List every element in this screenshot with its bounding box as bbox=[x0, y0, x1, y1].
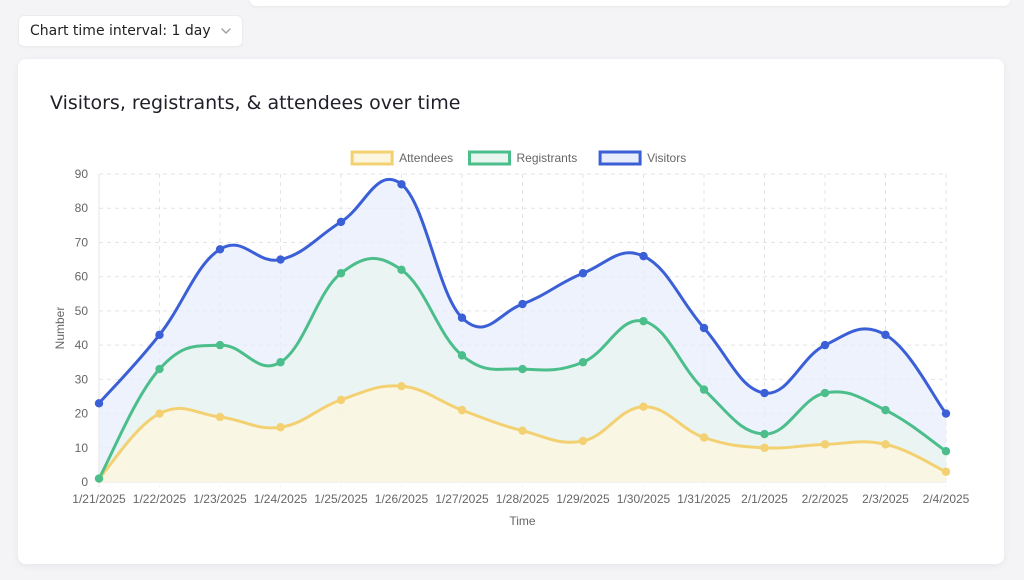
data-point-registrants bbox=[881, 405, 890, 415]
data-point-attendees bbox=[760, 443, 769, 452]
data-point-visitors bbox=[941, 409, 951, 418]
data-point-visitors bbox=[155, 330, 164, 340]
data-point-visitors bbox=[639, 251, 648, 261]
line-attendees bbox=[97, 384, 948, 481]
data-point-registrants bbox=[215, 340, 225, 350]
legend-swatch-registrants bbox=[468, 150, 511, 166]
y-tick-label: 40 bbox=[75, 338, 89, 352]
chevron-down-icon bbox=[221, 28, 231, 34]
y-axis-title: Number bbox=[53, 307, 67, 350]
data-point-registrants bbox=[518, 364, 527, 374]
data-point-attendees bbox=[457, 405, 467, 415]
data-point-registrants bbox=[276, 358, 285, 367]
y-tick-label: 10 bbox=[75, 441, 89, 455]
chart-title: Visitors, registrants, & attendees over … bbox=[50, 92, 461, 114]
data-point-attendees bbox=[215, 412, 225, 422]
x-tick-label: 1/22/2025 bbox=[133, 492, 187, 506]
data-point-registrants bbox=[699, 385, 709, 394]
x-axis-title: Time bbox=[509, 514, 536, 528]
top-strip bbox=[250, 0, 1010, 6]
data-point-visitors bbox=[336, 217, 346, 227]
line-chart: 0 10 20 30 40 50 60 70 80 90 1/21/2025 1/22/2025 1/2… bbox=[53, 150, 970, 528]
data-point-registrants bbox=[820, 388, 830, 398]
data-point-visitors bbox=[578, 269, 588, 278]
y-tick-label: 50 bbox=[75, 304, 89, 318]
data-point-attendees bbox=[155, 409, 164, 418]
y-tick-label: 70 bbox=[75, 235, 89, 249]
y-tick-label: 90 bbox=[75, 167, 89, 181]
data-point-visitors bbox=[760, 388, 769, 398]
x-tick-label: 2/2/2025 bbox=[802, 492, 849, 506]
x-tick-label: 2/3/2025 bbox=[862, 492, 909, 506]
data-point-visitors bbox=[881, 330, 890, 340]
data-point-registrants bbox=[760, 429, 769, 439]
line-registrants bbox=[97, 256, 948, 481]
data-point-registrants bbox=[336, 269, 346, 278]
x-tick-label: 1/27/2025 bbox=[435, 492, 489, 506]
data-point-attendees bbox=[639, 402, 648, 411]
y-tick-label: 20 bbox=[75, 407, 89, 421]
y-tick-label: 30 bbox=[75, 372, 89, 386]
chart-card: Visitors, registrants, & attendees over … bbox=[18, 59, 1004, 564]
x-tick-label: 1/28/2025 bbox=[496, 492, 550, 506]
data-point-visitors bbox=[94, 399, 104, 408]
data-point-attendees bbox=[578, 436, 588, 446]
data-point-attendees bbox=[881, 440, 890, 449]
data-point-attendees bbox=[336, 395, 346, 405]
x-tick-label: 1/29/2025 bbox=[556, 492, 610, 506]
data-point-registrants bbox=[397, 265, 406, 275]
data-point-registrants bbox=[941, 447, 951, 456]
data-point-visitors bbox=[820, 340, 830, 350]
data-point-visitors bbox=[699, 323, 709, 333]
legend-swatch-visitors bbox=[598, 150, 642, 166]
data-point-attendees bbox=[397, 381, 406, 391]
legend-label-registrants: Registrants bbox=[517, 151, 578, 165]
data-point-attendees bbox=[941, 467, 951, 476]
data-point-registrants bbox=[639, 316, 648, 326]
data-point-attendees bbox=[518, 426, 527, 435]
x-tick-label: 1/23/2025 bbox=[193, 492, 247, 506]
data-point-visitors bbox=[215, 245, 225, 254]
data-point-visitors bbox=[518, 299, 527, 309]
data-point-registrants bbox=[94, 474, 104, 483]
chart-interval-label: Chart time interval: 1 day bbox=[30, 23, 211, 39]
data-point-registrants bbox=[155, 364, 164, 374]
x-tick-label: 1/25/2025 bbox=[314, 492, 368, 506]
y-tick-label: 60 bbox=[75, 270, 89, 284]
x-tick-label: 1/21/2025 bbox=[72, 492, 126, 506]
data-point-attendees bbox=[699, 433, 709, 442]
data-point-visitors bbox=[397, 180, 406, 189]
data-point-attendees bbox=[276, 423, 285, 432]
x-tick-label: 1/30/2025 bbox=[617, 492, 671, 506]
x-tick-label: 2/4/2025 bbox=[923, 492, 970, 506]
legend-label-attendees: Attendees bbox=[399, 151, 453, 165]
x-tick-label: 1/31/2025 bbox=[677, 492, 731, 506]
y-tick-label: 80 bbox=[75, 201, 89, 215]
x-tick-label: 1/26/2025 bbox=[375, 492, 429, 506]
data-point-visitors bbox=[276, 255, 285, 264]
x-tick-label: 1/24/2025 bbox=[254, 492, 308, 506]
y-tick-label: 0 bbox=[81, 475, 88, 489]
x-tick-label: 2/1/2025 bbox=[741, 492, 788, 506]
data-point-attendees bbox=[820, 440, 830, 449]
data-point-registrants bbox=[578, 358, 588, 367]
legend-label-visitors: Visitors bbox=[647, 151, 686, 165]
data-point-visitors bbox=[457, 313, 467, 322]
data-point-registrants bbox=[457, 351, 467, 360]
legend-swatch-attendees bbox=[350, 150, 394, 166]
chart-interval-select[interactable]: Chart time interval: 1 day bbox=[18, 15, 243, 47]
line-visitors bbox=[97, 177, 948, 416]
